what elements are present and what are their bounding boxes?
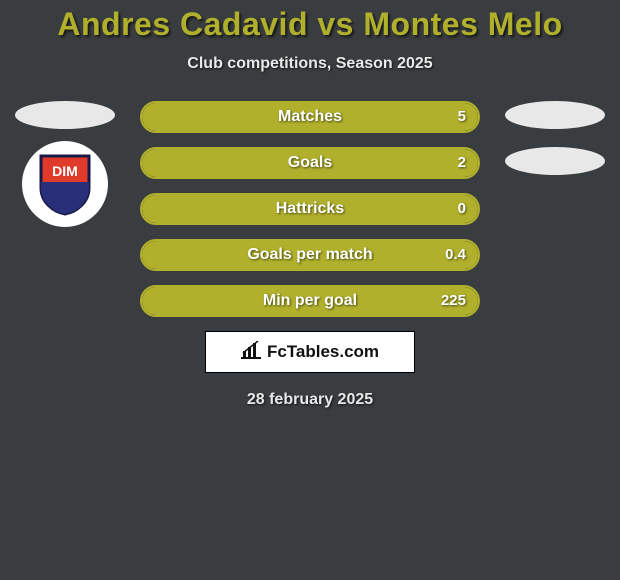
comparison-panel: DIM Matches 5 Goals 2 Hattricks xyxy=(0,101,620,409)
page-subtitle: Club competitions, Season 2025 xyxy=(0,55,620,73)
stat-bar: Matches 5 xyxy=(140,101,480,133)
player-left-flag-placeholder xyxy=(15,101,115,129)
player-left-club-badge: DIM xyxy=(22,141,108,227)
bar-label: Min per goal xyxy=(142,287,478,315)
bar-value-right: 0.4 xyxy=(445,241,466,269)
branding-box[interactable]: FcTables.com xyxy=(205,331,415,373)
bar-value-right: 2 xyxy=(458,149,466,177)
player-right-flag-placeholder xyxy=(505,101,605,129)
stat-bar: Goals per match 0.4 xyxy=(140,239,480,271)
stat-bar: Min per goal 225 xyxy=(140,285,480,317)
shield-text: DIM xyxy=(52,163,78,179)
bar-value-right: 5 xyxy=(458,103,466,131)
bar-label: Hattricks xyxy=(142,195,478,223)
footer-date: 28 february 2025 xyxy=(0,391,620,409)
stats-bars: Matches 5 Goals 2 Hattricks 0 Goals per … xyxy=(140,101,480,317)
chart-icon xyxy=(241,341,261,364)
bar-label: Goals xyxy=(142,149,478,177)
player-right-column xyxy=(500,101,610,175)
bar-value-right: 225 xyxy=(441,287,466,315)
stat-bar: Goals 2 xyxy=(140,147,480,179)
bar-value-right: 0 xyxy=(458,195,466,223)
stat-bar: Hattricks 0 xyxy=(140,193,480,225)
bar-label: Matches xyxy=(142,103,478,131)
bar-label: Goals per match xyxy=(142,241,478,269)
club-shield-icon: DIM xyxy=(37,152,93,216)
branding-text: FcTables.com xyxy=(267,342,379,362)
player-left-column: DIM xyxy=(10,101,120,227)
page-title: Andres Cadavid vs Montes Melo xyxy=(0,0,620,43)
player-right-club-placeholder xyxy=(505,147,605,175)
